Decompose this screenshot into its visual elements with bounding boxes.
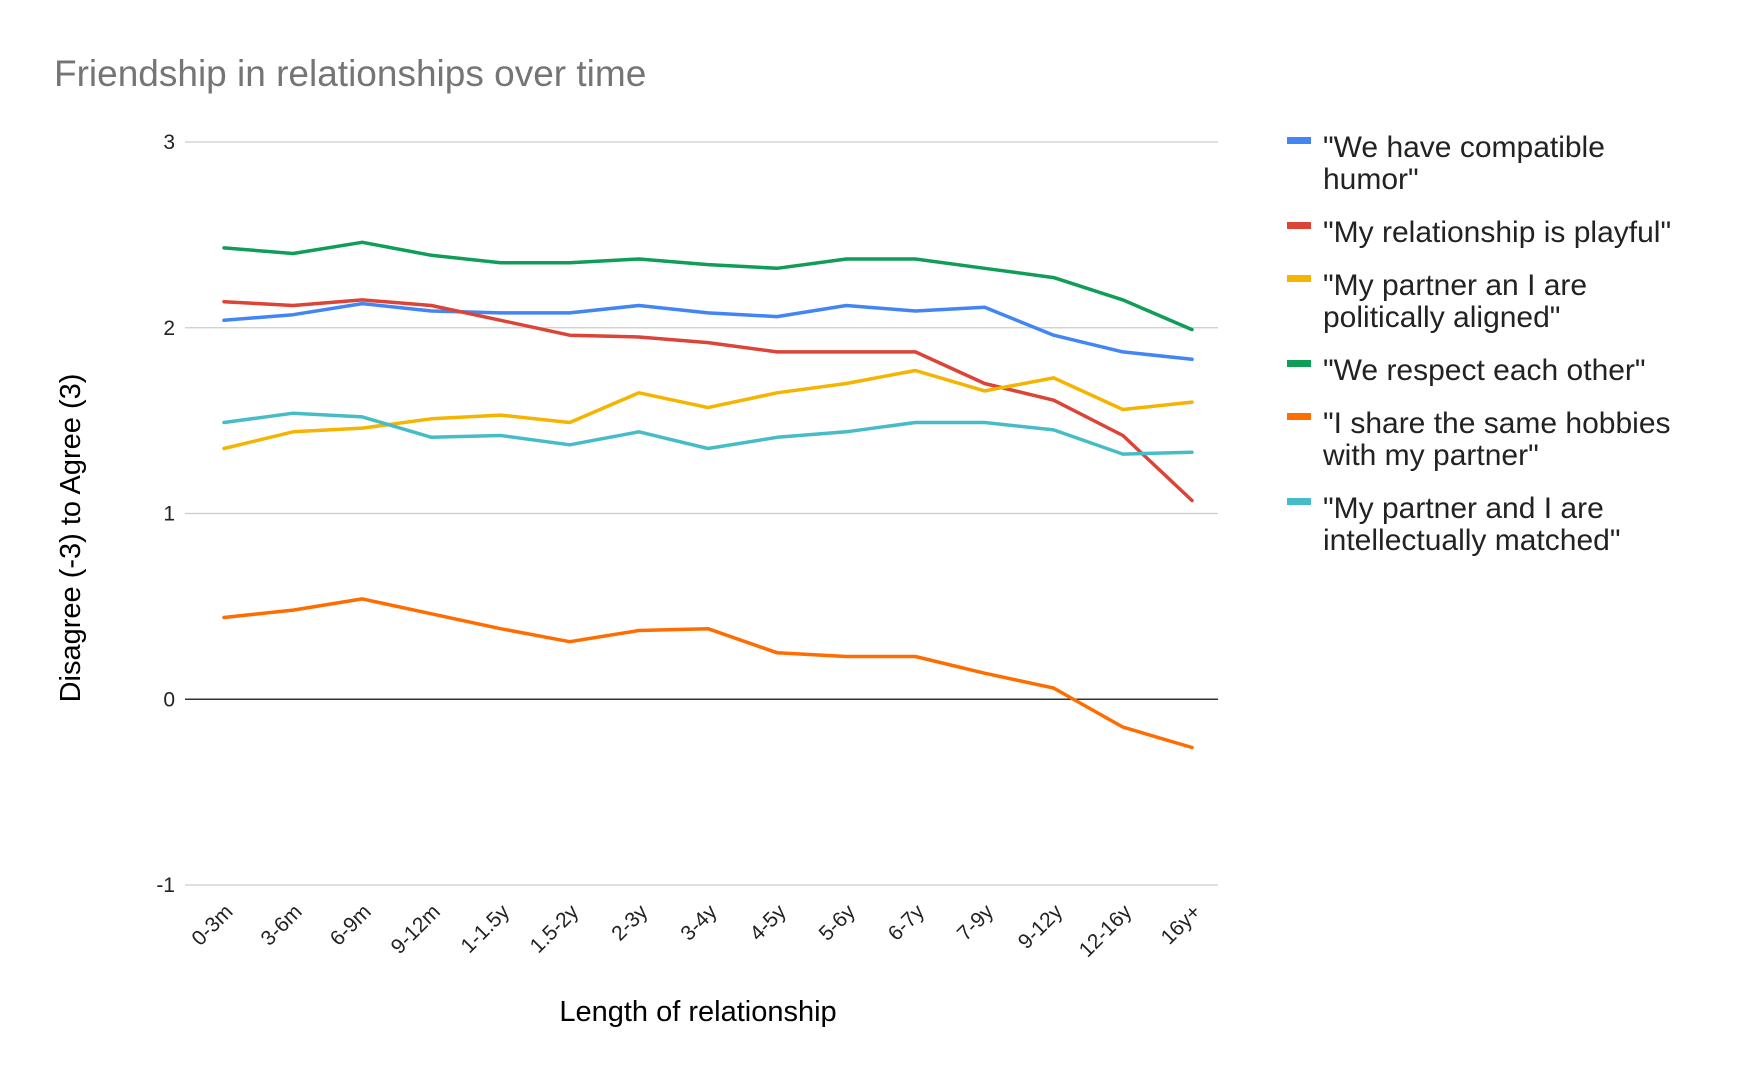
series-line: [222, 597, 1194, 750]
legend-swatch: [1287, 275, 1311, 282]
x-tick-label: 12-16y: [1075, 900, 1137, 962]
x-tick-label: 7-9y: [953, 900, 999, 946]
x-tick-label: 3-4y: [676, 900, 722, 946]
chart-title: Friendship in relationships over time: [54, 53, 646, 94]
series-line: [222, 301, 1194, 362]
y-axis-ticks: 3 2 1 0 -1: [156, 131, 175, 897]
x-tick-label: 6-9m: [326, 900, 376, 950]
x-tick-label: 16y+: [1157, 900, 1206, 949]
x-tick-label: 1-1.5y: [457, 900, 515, 958]
legend-label: "My partner an I are: [1323, 269, 1587, 302]
legend-swatch: [1287, 360, 1311, 367]
series-line: [222, 411, 1194, 456]
x-tick-label: 2-3y: [607, 900, 653, 946]
y-tick-label: 2: [163, 317, 175, 340]
x-tick-label: 1.5-2y: [526, 900, 584, 958]
x-axis-title: Length of relationship: [559, 996, 836, 1028]
legend-label: with my partner": [1322, 439, 1539, 472]
x-tick-label: 4-5y: [746, 900, 792, 946]
y-tick-label: 3: [163, 131, 175, 154]
legend-swatch: [1287, 137, 1311, 144]
x-tick-label: 3-6m: [257, 900, 307, 950]
x-tick-label: 9-12m: [387, 900, 445, 958]
x-tick-label: 0-3m: [187, 900, 237, 950]
legend-label: intellectually matched": [1323, 524, 1620, 557]
legend-label: "My relationship is playful": [1323, 216, 1671, 249]
y-tick-label: 1: [163, 503, 175, 526]
legend-label: "My partner and I are: [1323, 492, 1604, 525]
series-lines: [222, 240, 1194, 750]
gridlines: [185, 141, 1218, 886]
y-axis-title: Disagree (-3) to Agree (3): [55, 374, 87, 703]
x-axis-ticks: 0-3m 3-6m 6-9m 9-12m 1-1.5y 1.5-2y 2-3y 3-4y 4-5…: [187, 900, 1205, 962]
legend-label: politically aligned": [1323, 301, 1560, 334]
legend-label: "I share the same hobbies: [1323, 407, 1671, 440]
y-tick-label: 0: [163, 688, 175, 711]
legend-label: "We respect each other": [1323, 354, 1646, 387]
x-tick-label: 5-6y: [815, 900, 861, 946]
legend-swatch: [1287, 498, 1311, 505]
legend-label: humor": [1323, 163, 1419, 196]
y-tick-label: -1: [156, 874, 175, 897]
x-tick-label: 6-7y: [884, 900, 930, 946]
legend-swatch: [1287, 413, 1311, 420]
x-tick-label: 9-12y: [1014, 900, 1068, 954]
legend-swatch: [1287, 222, 1311, 229]
series-line: [222, 298, 1194, 503]
series-line: [222, 368, 1194, 451]
series-line: [222, 240, 1194, 332]
legend-label: "We have compatible: [1323, 131, 1605, 164]
